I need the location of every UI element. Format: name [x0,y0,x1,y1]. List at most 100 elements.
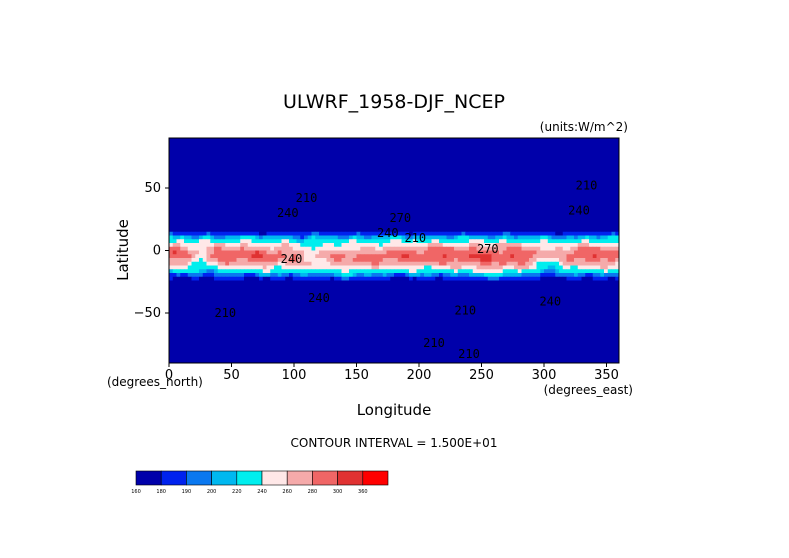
heatmap-cell [446,190,451,195]
heatmap-cell [244,213,249,218]
heatmap-cell [255,280,260,285]
heatmap-cell [259,265,264,270]
heatmap-cell [570,156,575,161]
heatmap-cell [450,261,455,266]
heatmap-cell [367,153,372,158]
heatmap-cell [401,160,406,165]
heatmap-cell [476,239,481,244]
heatmap-cell [604,216,609,221]
heatmap-cell [367,205,372,210]
heatmap-cell [382,190,387,195]
heatmap-cell [266,156,271,161]
heatmap-cell [607,194,612,199]
heatmap-cell [259,224,264,229]
heatmap-cell [176,141,181,146]
heatmap-cell [517,243,522,248]
heatmap-cell [566,246,571,251]
heatmap-cell [469,171,474,176]
heatmap-cell [367,280,372,285]
heatmap-cell [581,186,586,191]
heatmap-cell [232,228,237,233]
heatmap-cell [525,153,530,158]
heatmap-cell [255,258,260,263]
heatmap-cell [409,273,414,278]
heatmap-cell [450,160,455,165]
heatmap-cell [472,175,477,180]
heatmap-cell [251,205,256,210]
heatmap-cell [439,183,444,188]
heatmap-cell [225,190,230,195]
heatmap-cell [337,231,342,236]
heatmap-cell [416,239,421,244]
heatmap-cell [570,269,575,274]
heatmap-cell [502,209,507,214]
heatmap-cell [424,265,429,270]
heatmap-cell [255,243,260,248]
heatmap-cell [195,273,200,278]
heatmap-cell [360,243,365,248]
heatmap-cell [424,269,429,274]
heatmap-cell [176,201,181,206]
heatmap-cell [521,228,526,233]
heatmap-cell [559,273,564,278]
heatmap-cell [334,284,339,289]
heatmap-cell [319,273,324,278]
heatmap-cell [330,224,335,229]
heatmap-cell [521,138,526,143]
heatmap-cell [300,205,305,210]
heatmap-cell [555,243,560,248]
heatmap-cell [570,190,575,195]
heatmap-cell [259,160,264,165]
heatmap-cell [322,231,327,236]
heatmap-cell [476,164,481,169]
heatmap-cell [435,175,440,180]
heatmap-cell [326,216,331,221]
heatmap-cell [600,280,605,285]
heatmap-cell [405,145,410,150]
heatmap-cell [427,153,432,158]
heatmap-cell [401,194,406,199]
heatmap-cell [484,183,489,188]
heatmap-cell [259,153,264,158]
heatmap-cell [304,209,309,214]
heatmap-cell [562,156,567,161]
heatmap-cell [386,145,391,150]
heatmap-cell [214,258,219,263]
heatmap-cell [461,160,466,165]
heatmap-cell [465,288,470,293]
heatmap-cell [581,141,586,146]
heatmap-cell [225,198,230,203]
heatmap-cell [262,246,267,251]
heatmap-cell [450,175,455,180]
heatmap-cell [307,141,312,146]
heatmap-cell [240,239,245,244]
heatmap-cell [266,273,271,278]
heatmap-cell [311,201,316,206]
heatmap-cell [259,273,264,278]
heatmap-cell [341,254,346,259]
heatmap-cell [461,250,466,255]
heatmap-cell [202,198,207,203]
heatmap-cell [270,168,275,173]
heatmap-cell [390,228,395,233]
heatmap-cell [491,190,496,195]
heatmap-cell [277,164,282,169]
heatmap-cell [615,168,619,173]
heatmap-cell [191,216,196,221]
heatmap-cell [315,273,320,278]
heatmap-cell [236,205,241,210]
heatmap-cell [202,276,207,281]
heatmap-cell [240,246,245,251]
heatmap-cell [244,171,249,176]
heatmap-cell [169,291,174,296]
heatmap-cell [349,183,354,188]
heatmap-cell [169,224,174,229]
heatmap-cell [169,280,174,285]
heatmap-cell [367,138,372,143]
heatmap-cell [277,213,282,218]
heatmap-cell [615,205,619,210]
heatmap-cell [424,153,429,158]
heatmap-cell [300,258,305,263]
heatmap-cell [236,201,241,206]
